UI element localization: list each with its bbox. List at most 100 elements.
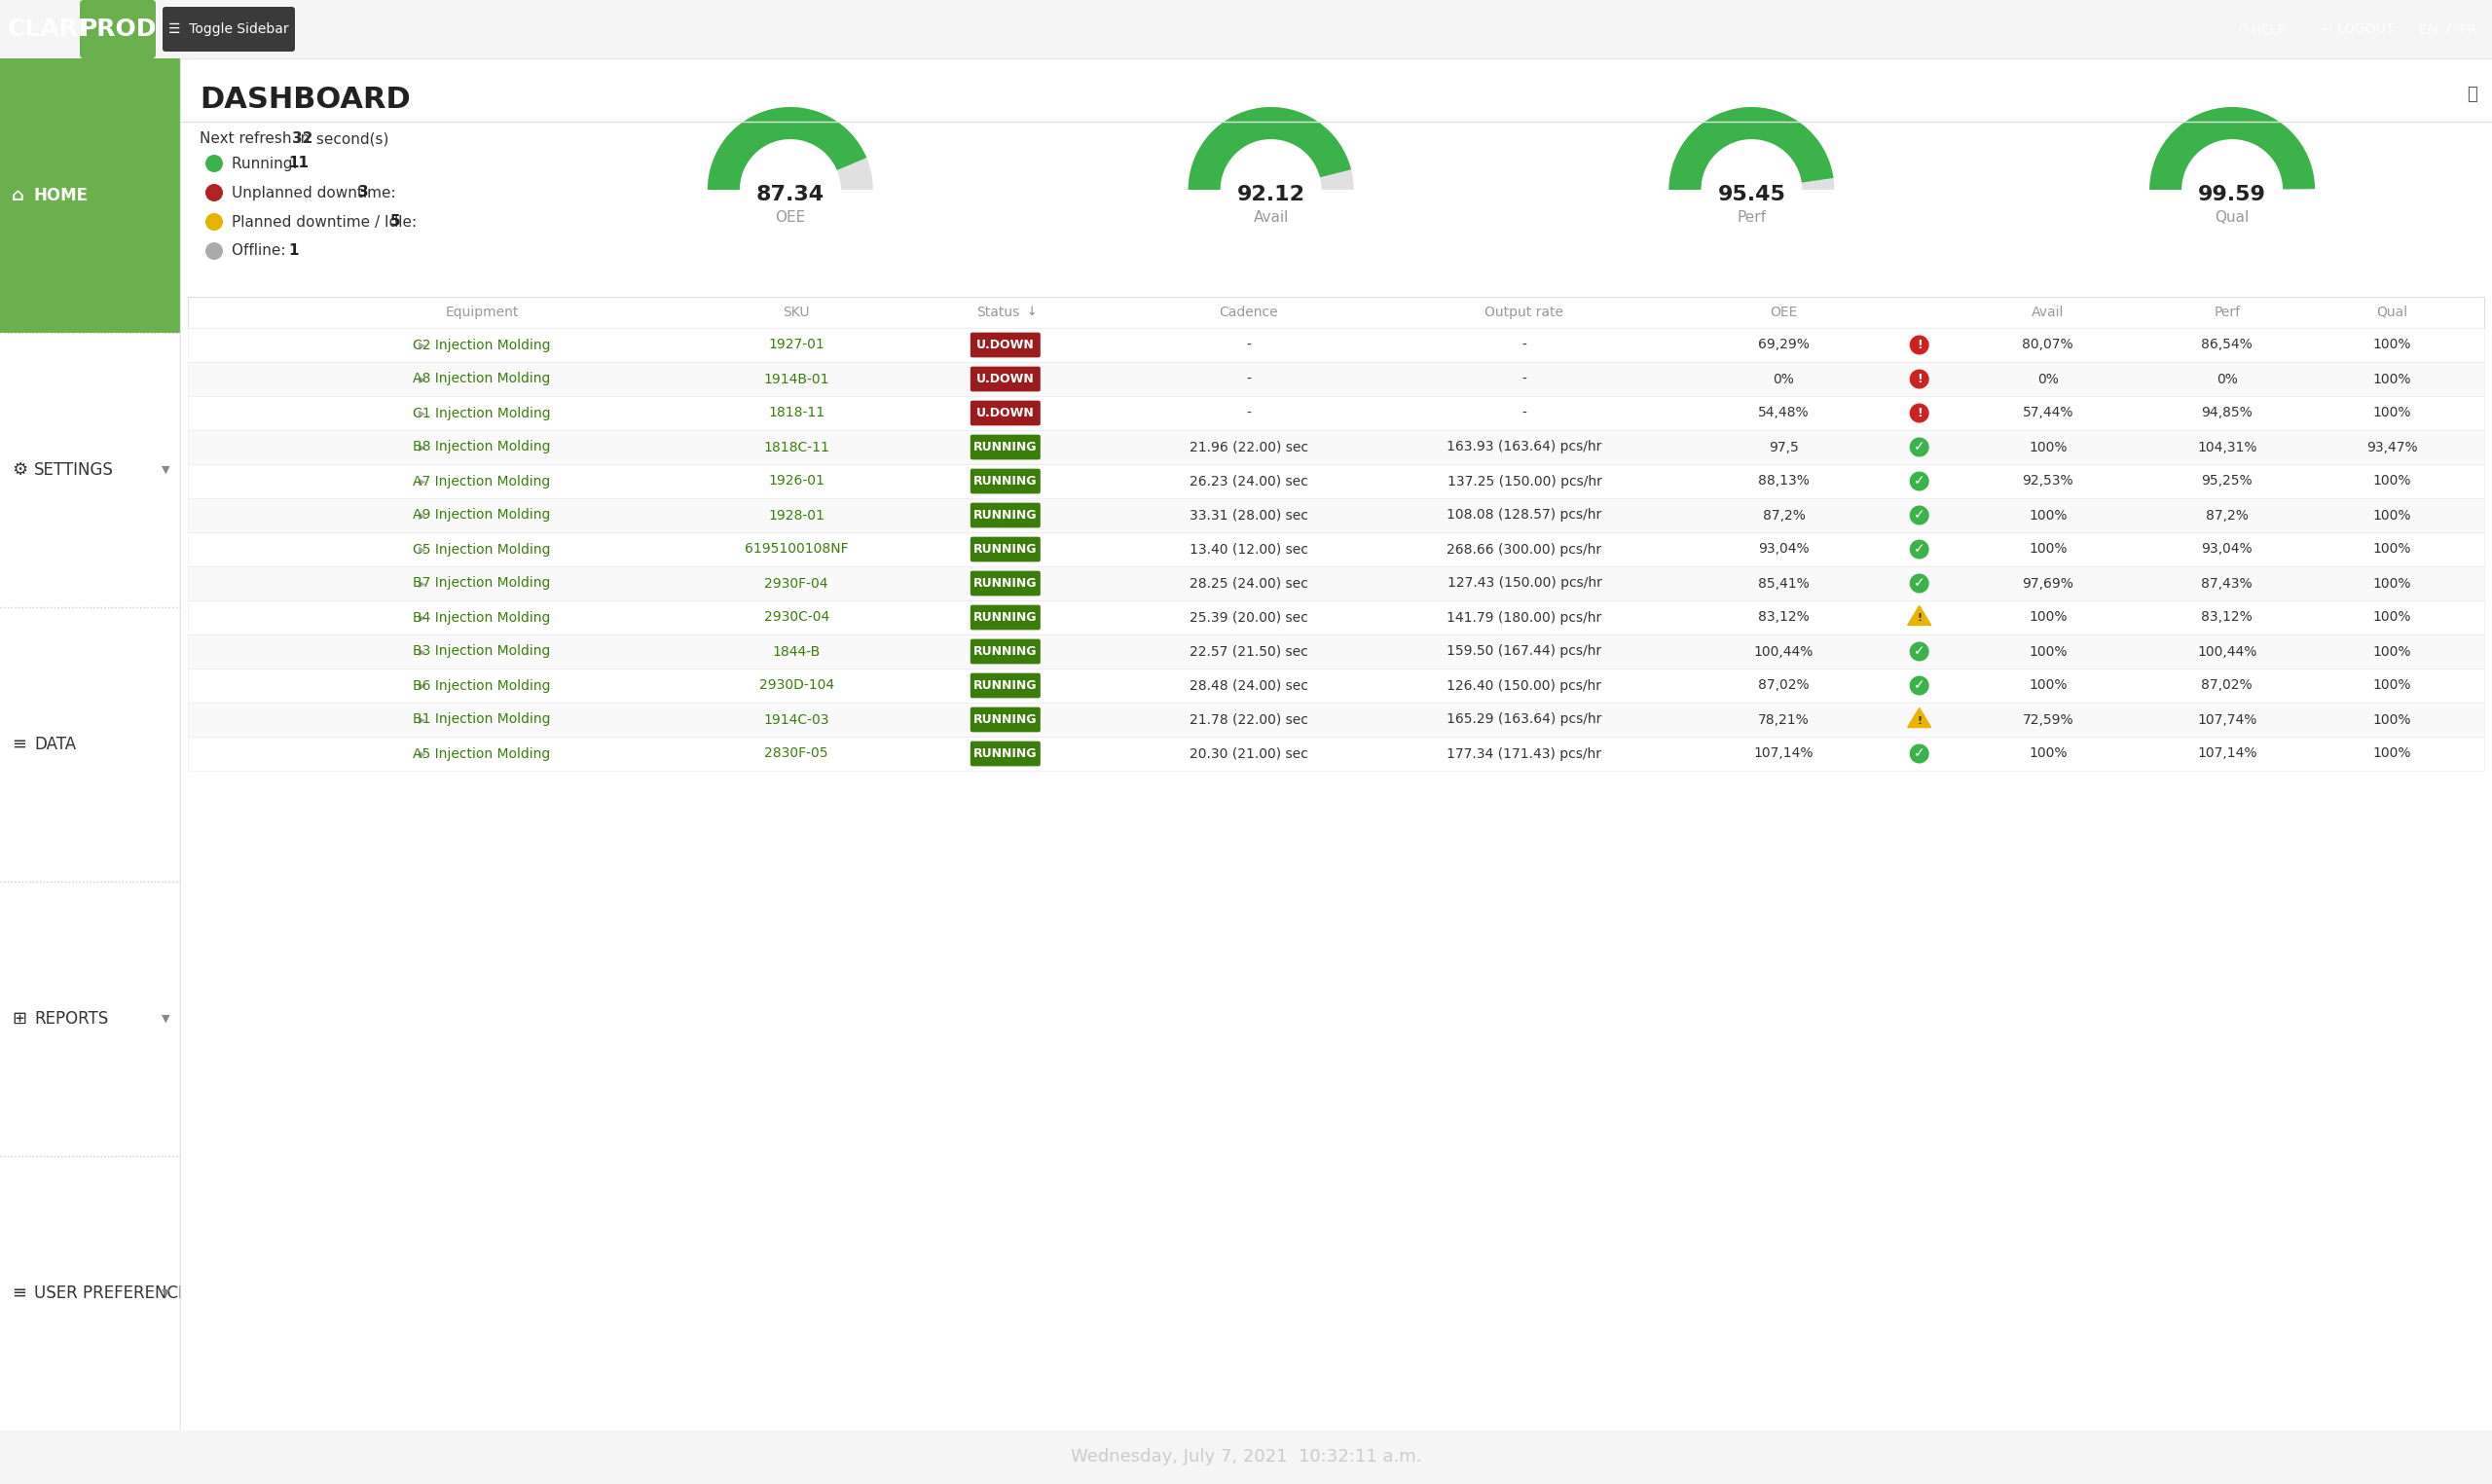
Text: 2930C-04: 2930C-04: [763, 610, 830, 625]
Text: ▶: ▶: [419, 545, 426, 554]
Text: 268.66 (300.00) pcs/hr: 268.66 (300.00) pcs/hr: [1448, 543, 1602, 556]
Circle shape: [1909, 641, 1929, 662]
Circle shape: [1909, 335, 1929, 355]
Polygon shape: [1909, 708, 1931, 727]
Text: 1818-11: 1818-11: [768, 407, 825, 420]
Text: Planned downtime / Idle:: Planned downtime / Idle:: [232, 215, 421, 229]
Wedge shape: [1189, 107, 1351, 190]
Text: 93,47%: 93,47%: [2367, 441, 2417, 454]
Text: 1: 1: [289, 243, 299, 258]
Bar: [0, 1156, 179, 1431]
Circle shape: [1909, 404, 1929, 423]
FancyBboxPatch shape: [969, 605, 1042, 629]
Bar: [187, 499, 2485, 533]
Text: RUNNING: RUNNING: [974, 475, 1037, 488]
Text: ▶: ▶: [419, 681, 426, 690]
Text: ⌂: ⌂: [12, 187, 25, 205]
Bar: [187, 396, 2485, 430]
Text: RUNNING: RUNNING: [974, 577, 1037, 589]
Text: 93,04%: 93,04%: [2200, 543, 2253, 556]
Text: 3: 3: [359, 186, 369, 200]
Text: !: !: [1916, 613, 1921, 623]
Text: RUNNING: RUNNING: [974, 714, 1037, 726]
Circle shape: [1909, 370, 1929, 389]
Text: 2930F-04: 2930F-04: [765, 577, 827, 591]
Text: Wednesday, July 7, 2021  10:32:11 a.m.: Wednesday, July 7, 2021 10:32:11 a.m.: [1072, 1448, 1420, 1466]
Text: RUNNING: RUNNING: [974, 680, 1037, 692]
Text: SKU: SKU: [782, 306, 810, 319]
Text: B1 Injection Molding: B1 Injection Molding: [414, 712, 551, 727]
Text: Output rate: Output rate: [1485, 306, 1565, 319]
Bar: [187, 736, 2485, 770]
Text: SETTINGS: SETTINGS: [35, 462, 115, 479]
Wedge shape: [1670, 107, 1834, 190]
Text: 100%: 100%: [2372, 678, 2412, 693]
Text: 87,02%: 87,02%: [1759, 678, 1809, 693]
Text: -: -: [1246, 338, 1251, 352]
Text: 163.93 (163.64) pcs/hr: 163.93 (163.64) pcs/hr: [1448, 441, 1602, 454]
Text: 100%: 100%: [2372, 577, 2412, 591]
Text: 100%: 100%: [2372, 712, 2412, 727]
Text: 100%: 100%: [2372, 338, 2412, 352]
Text: U.DOWN: U.DOWN: [977, 338, 1034, 352]
Text: Cadence: Cadence: [1219, 306, 1278, 319]
Text: 87,2%: 87,2%: [2205, 509, 2248, 522]
Text: U.DOWN: U.DOWN: [977, 372, 1034, 386]
FancyBboxPatch shape: [969, 741, 1042, 766]
Circle shape: [1909, 472, 1929, 491]
Bar: [187, 430, 2485, 464]
Text: 25.39 (20.00) sec: 25.39 (20.00) sec: [1189, 610, 1308, 625]
Text: C5 Injection Molding: C5 Injection Molding: [414, 543, 551, 556]
Circle shape: [204, 154, 222, 172]
Text: 2930D-104: 2930D-104: [760, 678, 835, 693]
Text: 99.59: 99.59: [2198, 186, 2265, 205]
Text: 54,48%: 54,48%: [1759, 407, 1809, 420]
Text: 94,85%: 94,85%: [2200, 407, 2253, 420]
Text: 6195100108NF: 6195100108NF: [745, 543, 847, 556]
Text: 1818C-11: 1818C-11: [763, 441, 830, 454]
Text: DASHBOARD: DASHBOARD: [199, 86, 411, 114]
FancyBboxPatch shape: [969, 503, 1042, 528]
Text: !: !: [1916, 715, 1921, 726]
FancyBboxPatch shape: [969, 537, 1042, 562]
Text: RUNNING: RUNNING: [974, 441, 1037, 454]
Text: 107,14%: 107,14%: [1754, 746, 1814, 760]
Text: 1928-01: 1928-01: [768, 509, 825, 522]
Text: 87.34: 87.34: [755, 186, 825, 205]
Text: RUNNING: RUNNING: [974, 509, 1037, 521]
Text: ✓: ✓: [1914, 475, 1924, 488]
Text: 137.25 (150.00) pcs/hr: 137.25 (150.00) pcs/hr: [1448, 475, 1602, 488]
Circle shape: [204, 184, 222, 202]
Bar: [0, 332, 179, 607]
Bar: [187, 362, 2485, 396]
Text: B6 Injection Molding: B6 Injection Molding: [414, 678, 551, 693]
Bar: [187, 328, 2485, 362]
Text: 107,14%: 107,14%: [2198, 746, 2258, 760]
Text: U.DOWN: U.DOWN: [977, 407, 1034, 420]
Text: RUNNING: RUNNING: [974, 748, 1037, 760]
Text: Avail: Avail: [1253, 209, 1288, 224]
Text: ⚙: ⚙: [12, 462, 27, 479]
Text: 83,12%: 83,12%: [1759, 610, 1809, 625]
Text: ▼: ▼: [162, 464, 169, 475]
Bar: [187, 635, 2485, 668]
Text: ▶: ▶: [419, 408, 426, 418]
Text: 92.12: 92.12: [1236, 186, 1306, 205]
FancyBboxPatch shape: [969, 367, 1042, 392]
Text: Next refresh in: Next refresh in: [199, 132, 314, 145]
Circle shape: [1909, 506, 1929, 525]
Text: 20.30 (21.00) sec: 20.30 (21.00) sec: [1189, 746, 1308, 760]
Text: ✓: ✓: [1914, 577, 1924, 591]
Text: ▼: ▼: [162, 1288, 169, 1298]
Text: Offline:: Offline:: [232, 243, 292, 258]
Text: ✓: ✓: [1914, 543, 1924, 556]
Text: -: -: [1523, 338, 1528, 352]
Text: HOME: HOME: [35, 187, 90, 205]
Text: Status: Status: [977, 306, 1019, 319]
Text: 80,07%: 80,07%: [2024, 338, 2073, 352]
Bar: [187, 668, 2485, 702]
FancyBboxPatch shape: [969, 401, 1042, 426]
Text: 95,25%: 95,25%: [2200, 475, 2253, 488]
Circle shape: [1909, 540, 1929, 559]
Text: 100%: 100%: [2372, 475, 2412, 488]
